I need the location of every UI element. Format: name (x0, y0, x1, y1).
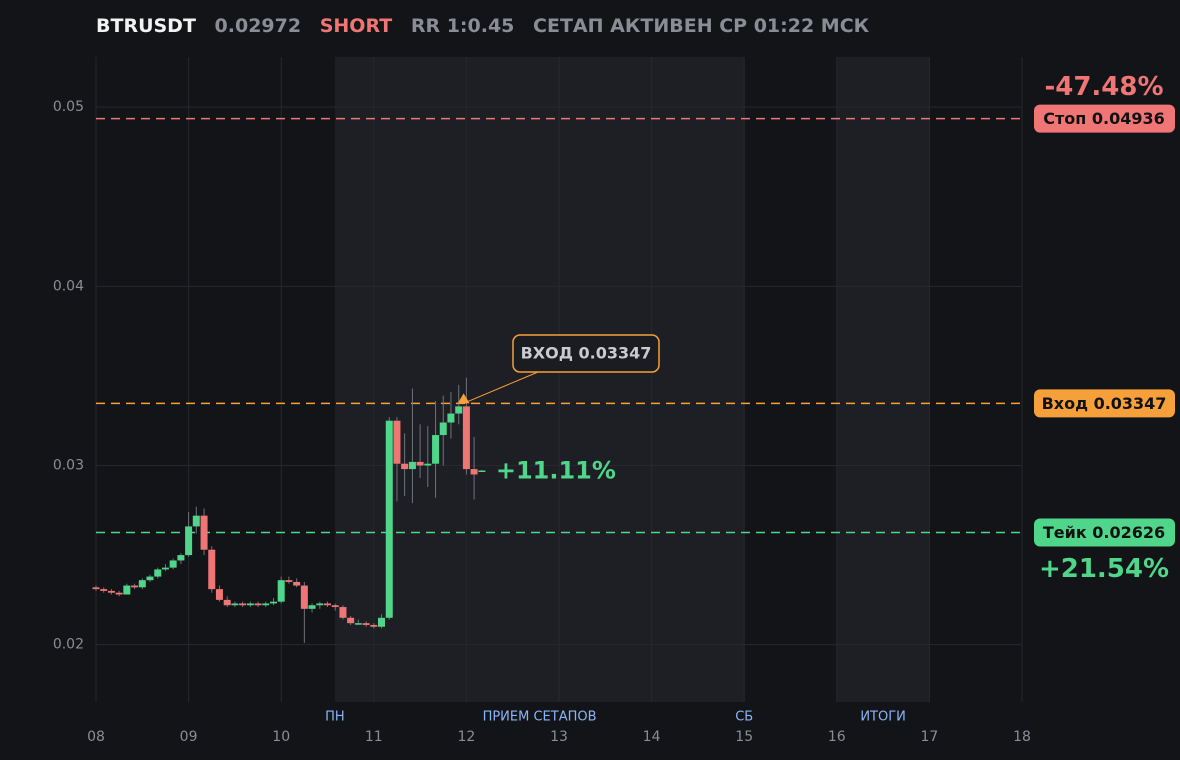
candle-body (277, 580, 285, 602)
candle-body (377, 617, 385, 627)
candle-body (223, 599, 231, 606)
x-tick-label: 11 (365, 729, 383, 745)
candle-body (169, 560, 177, 568)
marker-label: ПН (325, 710, 345, 725)
session-label: ИТОГИ (860, 710, 906, 725)
candle-body (293, 581, 301, 586)
x-tick-label: 17 (920, 729, 938, 745)
candle-body (408, 461, 416, 470)
y-tick-label: 0.03 (53, 458, 84, 474)
candle-body (154, 569, 162, 577)
candle-body (416, 461, 424, 466)
level-badge (1034, 104, 1175, 133)
y-tick-label: 0.02 (53, 637, 84, 653)
symbol: BTRUSDT (96, 15, 196, 37)
status: СЕТАП АКТИВЕН СР 01:22 МСК (533, 15, 870, 37)
candle-body (339, 607, 347, 618)
candle-body (447, 413, 455, 423)
marker-label: СБ (735, 710, 753, 725)
candle-body (208, 549, 216, 590)
callout-box (512, 334, 660, 373)
candle-body (347, 617, 355, 624)
candle-body (138, 580, 146, 588)
candle-body (107, 590, 115, 593)
candle-body (300, 585, 308, 609)
candle-body (370, 624, 378, 627)
candle-body (331, 605, 339, 608)
callout-line (463, 371, 539, 404)
entry-marker (457, 393, 470, 404)
x-tick-label: 09 (180, 729, 198, 745)
candle-body (455, 406, 463, 414)
candle-body (146, 576, 154, 581)
candle-body (231, 603, 239, 606)
level-change: -47.48% (1044, 72, 1163, 102)
candle-body (185, 526, 193, 556)
shaded-session (334, 57, 745, 702)
candle-body (246, 603, 254, 606)
candle-body (270, 601, 278, 604)
current-change: +11.11% (496, 457, 616, 485)
candle-body (215, 589, 223, 600)
y-tick-label: 0.04 (53, 278, 84, 294)
candle-body (439, 422, 447, 436)
x-tick-label: 12 (457, 729, 475, 745)
candle-body (308, 605, 316, 609)
candle-body (131, 585, 139, 588)
candle-body (177, 555, 185, 561)
candle-body (362, 623, 370, 625)
candle-body (385, 420, 393, 618)
x-tick-label: 18 (1013, 729, 1031, 745)
candle-body (324, 603, 331, 606)
x-tick-label: 08 (87, 729, 105, 745)
header: BTRUSDT 0.02972 SHORT RR 1:0.45 СЕТАП АК… (96, 15, 881, 37)
candle-body (401, 463, 409, 470)
candle-body (92, 587, 100, 590)
x-tick-label: 10 (272, 729, 290, 745)
candle-body (393, 420, 401, 464)
candle-body (200, 515, 208, 550)
rr: RR 1:0.45 (410, 15, 515, 37)
side: SHORT (319, 15, 393, 37)
price: 0.02972 (214, 15, 302, 37)
session-label: ПРИЕМ СЕТАПОВ (483, 710, 597, 725)
candle-body (262, 603, 270, 606)
y-tick-label: 0.05 (53, 99, 84, 115)
candle-body (123, 585, 131, 595)
candle-body (432, 435, 440, 464)
level-badge (1034, 518, 1175, 547)
candle-body (478, 470, 486, 473)
level-label: Тейк 0.02626 (1043, 523, 1165, 542)
level-badge (1034, 389, 1175, 418)
candle-body (316, 603, 324, 606)
candle-body (354, 623, 362, 625)
callout-text: ВХОД 0.03347 (521, 344, 652, 363)
shaded-session (836, 57, 930, 702)
candle-body (470, 469, 478, 475)
x-tick-label: 14 (643, 729, 661, 745)
candle-body (192, 515, 200, 527)
candle-body (161, 567, 169, 570)
candle-body (424, 463, 432, 466)
x-tick-label: 15 (735, 729, 753, 745)
candle-body (254, 603, 262, 606)
candle-body (462, 406, 470, 470)
x-tick-label: 13 (550, 729, 568, 745)
level-change: +21.54% (1039, 554, 1169, 584)
x-tick-label: 16 (828, 729, 846, 745)
candle-body (115, 592, 123, 595)
level-label: Вход 0.03347 (1042, 394, 1167, 413)
level-label: Стоп 0.04936 (1043, 109, 1165, 128)
candle-body (100, 589, 108, 591)
candle-body (285, 580, 293, 582)
candle-body (239, 603, 247, 606)
